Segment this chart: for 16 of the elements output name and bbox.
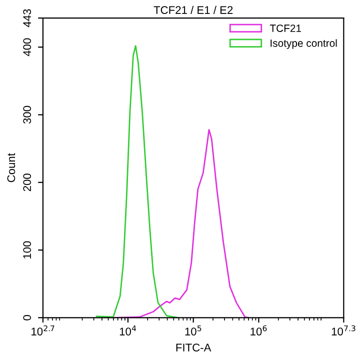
chart-title: TCF21 / E1 / E2	[154, 6, 233, 14]
x-axis-title: FITC-A	[176, 344, 212, 352]
legend-label: TCF21	[270, 24, 302, 32]
x-tick-label: 10$^{2.7}$	[32, 325, 54, 336]
x-tick-label: 10$^{7.3}$	[332, 325, 356, 336]
y-axis-title: Count	[7, 153, 16, 182]
x-tick-label: 10$^{6}$	[250, 325, 267, 336]
y-tick-label: 100	[23, 241, 32, 258]
x-tick-label: 10$^{4}$	[120, 325, 136, 336]
x-tick-label: 10$^{5}$	[185, 325, 202, 336]
y-tick-label: 0	[23, 315, 32, 320]
y-tick-label: 200	[23, 174, 32, 192]
y-tick-label: 400	[23, 38, 32, 56]
y-tick-label: 300	[23, 106, 32, 124]
legend-label: Isotype control	[270, 39, 337, 49]
y-tick-label: 443	[23, 9, 32, 28]
